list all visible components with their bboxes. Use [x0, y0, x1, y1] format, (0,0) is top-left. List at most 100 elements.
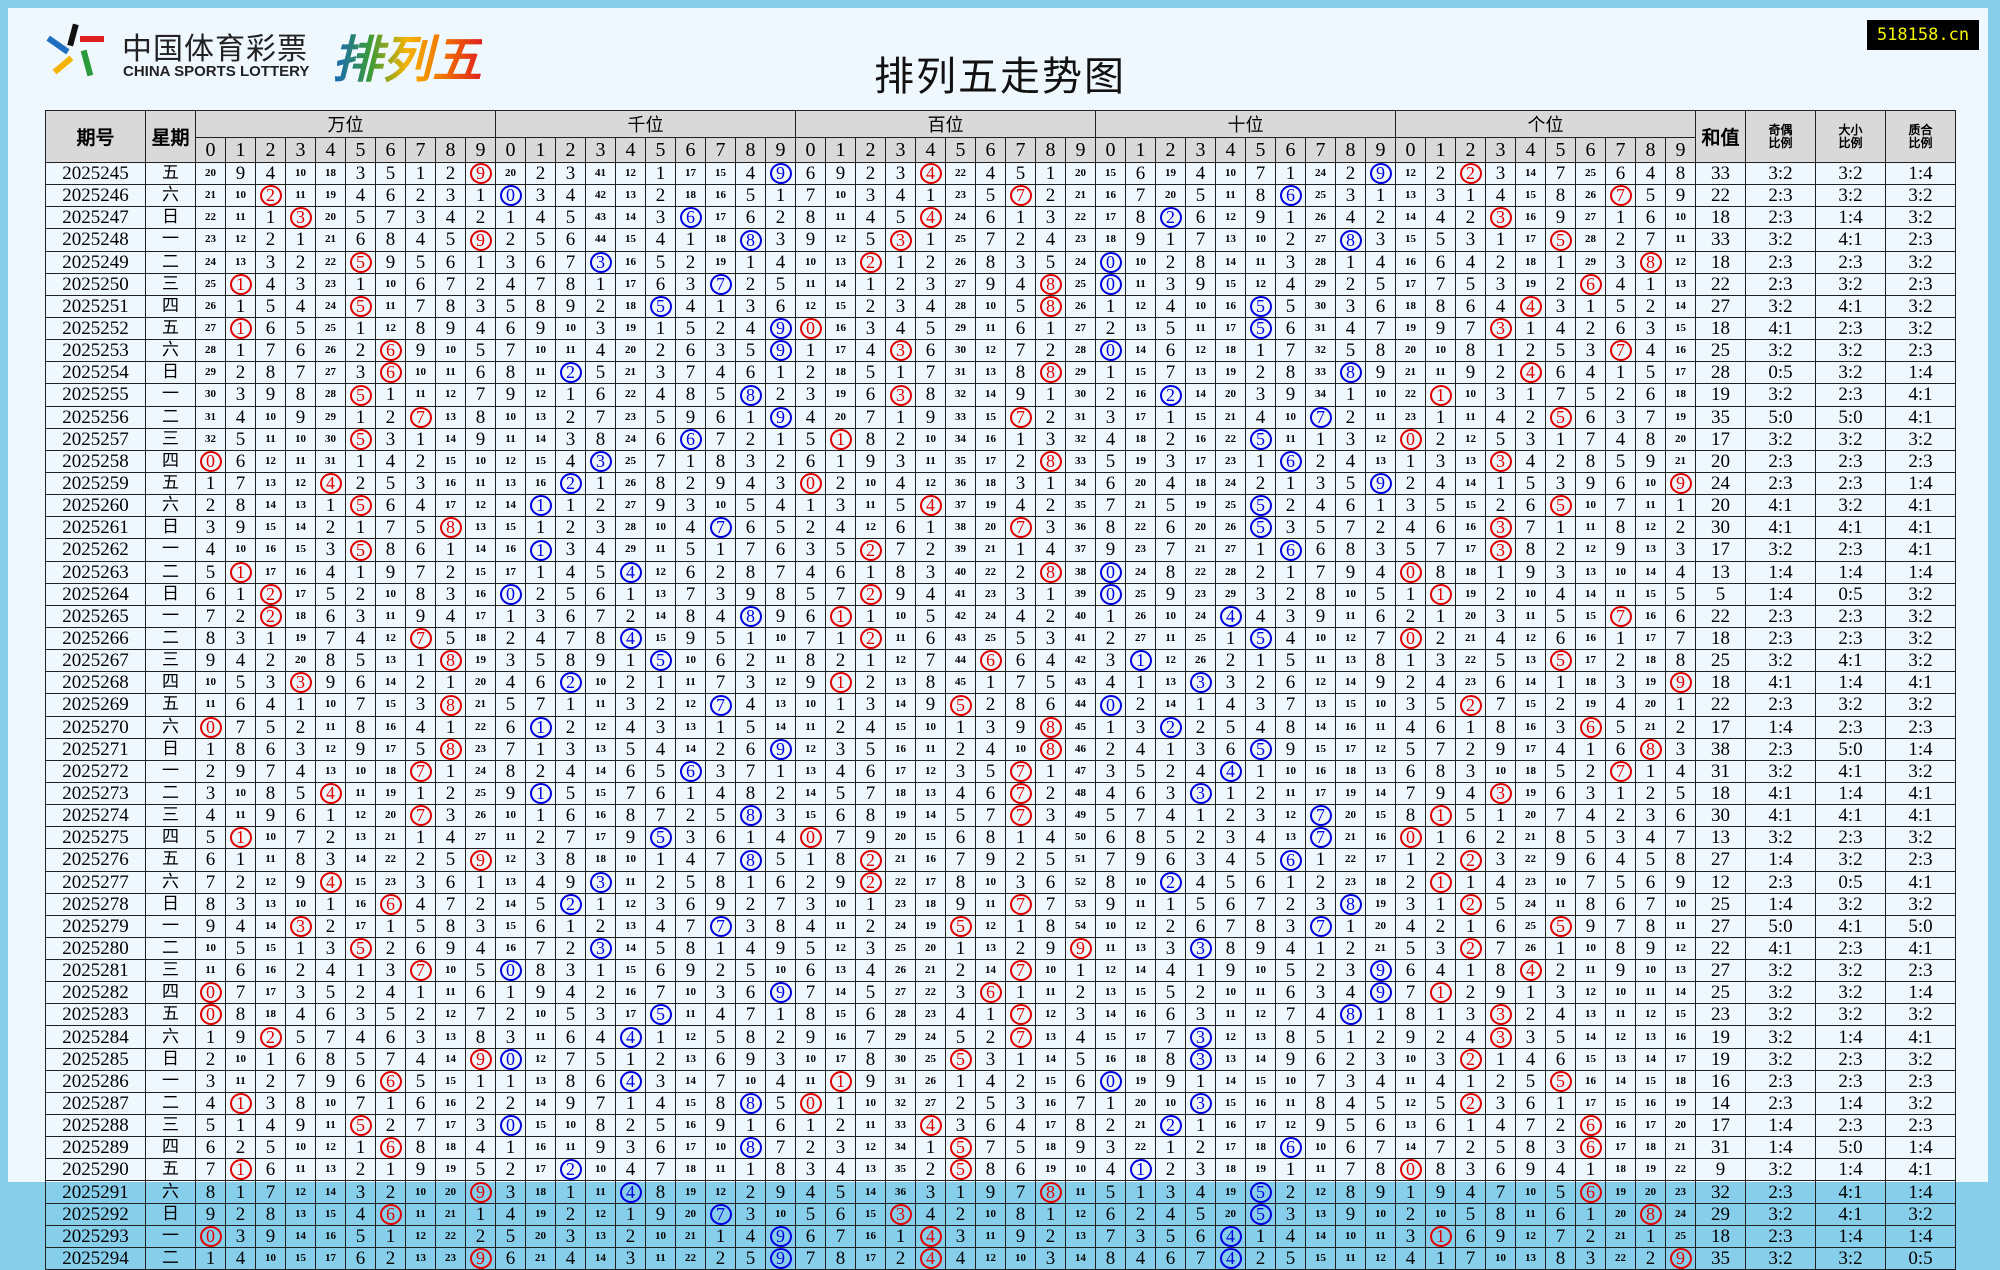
big-small-ratio-cell: 2:3 — [1815, 250, 1886, 274]
period-cell: 2025288 — [45, 1114, 146, 1138]
omission-cell: 5 — [675, 870, 706, 894]
omission-cell: 5 — [345, 206, 376, 230]
omission-cell: 15 — [285, 538, 316, 562]
omission-cell: 6 — [1305, 1047, 1336, 1071]
winning-digit-cell: 8 — [1635, 737, 1666, 761]
winning-digit-cell: 8 — [1635, 250, 1666, 274]
omission-cell: 8 — [555, 1069, 586, 1093]
omission-cell: 39 — [1065, 582, 1096, 606]
winning-digit-cell: 1 — [825, 1069, 856, 1093]
omission-cell: 1 — [1455, 184, 1486, 208]
omission-cell: 3 — [1155, 449, 1186, 473]
omission-cell: 8 — [315, 1047, 346, 1071]
omission-cell: 3 — [1335, 184, 1366, 208]
omission-cell: 4 — [1365, 250, 1396, 274]
omission-cell: 2 — [945, 737, 976, 761]
omission-cell: 3 — [795, 1158, 826, 1182]
big-small-ratio-cell: 1:4 — [1815, 671, 1886, 695]
omission-cell: 17 — [1455, 538, 1486, 562]
winning-digit-cell: 4 — [1215, 604, 1246, 628]
omission-cell: 3 — [285, 272, 316, 296]
omission-cell: 2 — [525, 759, 556, 783]
omission-cell: 1 — [1605, 361, 1636, 385]
omission-cell: 8 — [1515, 538, 1546, 562]
omission-cell: 10 — [1485, 1246, 1516, 1270]
omission-cell: 4 — [405, 1047, 436, 1071]
omission-cell: 18 — [1125, 427, 1156, 451]
omission-cell: 9 — [735, 1047, 766, 1071]
omission-cell: 12 — [975, 1246, 1006, 1270]
omission-cell: 13 — [435, 405, 466, 429]
omission-cell: 18 — [915, 892, 946, 916]
odd-even-ratio-cell: 2:3 — [1745, 471, 1816, 496]
winning-digit-cell: 3 — [585, 449, 616, 473]
winning-digit-circle: 1 — [229, 562, 252, 583]
omission-cell: 6 — [1605, 316, 1636, 341]
period-cell: 2025247 — [45, 206, 146, 230]
omission-cell: 19 — [435, 1158, 466, 1182]
omission-cell: 13 — [585, 737, 616, 761]
winning-digit-circle: 8 — [1039, 451, 1062, 472]
period-cell: 2025274 — [45, 804, 146, 828]
omission-cell: 2 — [885, 272, 916, 296]
omission-cell: 1 — [1425, 892, 1456, 916]
winning-digit-circle: 0 — [199, 982, 222, 1003]
sum-cell: 18 — [1695, 206, 1746, 230]
omission-cell: 1 — [195, 1246, 226, 1270]
omission-cell: 3 — [585, 516, 616, 540]
omission-cell: 10 — [1305, 1136, 1336, 1160]
big-small-ratio-cell: 2:3 — [1815, 936, 1886, 961]
omission-cell: 9 — [765, 1180, 796, 1204]
omission-cell: 9 — [1545, 848, 1576, 872]
omission-cell: 16 — [1305, 759, 1336, 783]
omission-cell: 2 — [1455, 737, 1486, 761]
winning-digit-circle: 0 — [799, 318, 822, 339]
omission-cell: 7 — [1515, 516, 1546, 540]
table-row: 2025268 四 10 5 3 3 9 6 14 2 1 20 4 6 2 10 2 1 11 7 3 12 9 1 2 13 8… — [45, 671, 1956, 695]
big-small-ratio-cell: 3:2 — [1815, 361, 1886, 385]
winning-digit-cell: 1 — [225, 1158, 256, 1182]
table-row: 2025282 四 0 7 17 3 5 2 4 1 11 6 1 9 4 2 16 7 10 3 6 9 7 14 5 27 22… — [45, 981, 1956, 1005]
omission-cell: 1 — [1245, 649, 1276, 673]
omission-cell: 7 — [405, 294, 436, 318]
omission-cell: 4 — [1425, 206, 1456, 230]
omission-cell: 11 — [405, 1202, 436, 1226]
omission-cell: 6 — [255, 737, 286, 761]
winning-digit-cell: 0 — [1095, 582, 1126, 606]
prime-composite-ratio-cell: 3:2 — [1885, 604, 1956, 628]
prime-composite-ratio-cell: 5:0 — [1885, 914, 1956, 938]
winning-digit-circle: 5 — [349, 938, 372, 959]
table-row: 2025292 日 9 2 8 13 15 4 6 11 21 1 4 19 2 12 1 9 20 7 3 10 5 6 15… — [45, 1202, 1956, 1226]
omission-cell: 8 — [675, 604, 706, 628]
omission-cell: 18 — [1215, 339, 1246, 363]
winning-digit-circle: 2 — [559, 672, 582, 693]
omission-cell: 6 — [195, 848, 226, 872]
omission-cell: 13 — [525, 405, 556, 429]
winning-digit-circle: 9 — [769, 1248, 792, 1269]
omission-cell: 14 — [585, 759, 616, 783]
omission-cell: 4 — [1335, 206, 1366, 230]
omission-cell: 5 — [1155, 494, 1186, 518]
omission-cell: 1 — [1575, 1202, 1606, 1226]
omission-cell: 5 — [735, 1246, 766, 1270]
winning-digit-circle: 4 — [1519, 362, 1542, 383]
omission-cell: 16 — [1095, 184, 1126, 208]
omission-cell: 16 — [585, 804, 616, 828]
omission-cell: 9 — [525, 981, 556, 1005]
omission-cell: 43 — [585, 206, 616, 230]
big-small-ratio-cell: 2:3 — [1815, 449, 1886, 473]
prime-composite-ratio-cell: 3:2 — [1885, 1202, 1956, 1226]
omission-cell: 9 — [1095, 892, 1126, 916]
winning-digit-cell: 7 — [1005, 516, 1036, 540]
omission-cell: 1 — [615, 1091, 646, 1116]
table-row: 2025288 三 5 1 4 9 11 5 2 7 17 3 0 15 10 8 2 5 16 9 1 6 1 2 11 33 4… — [45, 1114, 1956, 1138]
omission-cell: 11 — [1245, 981, 1276, 1005]
omission-cell: 1 — [1515, 383, 1546, 407]
omission-cell: 11 — [1125, 892, 1156, 916]
omission-cell: 8 — [615, 804, 646, 828]
winning-digit-cell: 6 — [975, 981, 1006, 1005]
omission-cell: 1 — [1425, 1003, 1456, 1027]
omission-cell: 4 — [1335, 981, 1366, 1005]
omission-cell: 15 — [1305, 737, 1336, 761]
omission-cell: 11 — [975, 892, 1006, 916]
